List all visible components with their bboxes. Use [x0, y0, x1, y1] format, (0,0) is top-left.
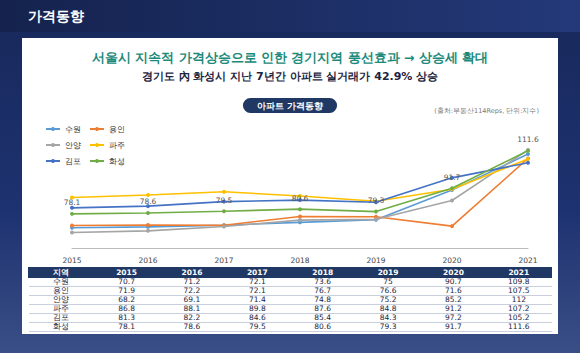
svg-text:(출처:부동산114Reps, 단위:지수): (출처:부동산114Reps, 단위:지수) [434, 107, 539, 115]
svg-text:김포: 김포 [65, 157, 81, 166]
html-text:84.6: 84.6 [249, 313, 266, 322]
svg-text:2016: 2016 [138, 256, 157, 265]
html-text:74.8: 74.8 [314, 295, 331, 304]
html-text:71.2: 71.2 [183, 277, 201, 286]
html-text:80.6: 80.6 [314, 322, 331, 331]
html-text:71.4: 71.4 [249, 295, 266, 304]
html-text:85.2: 85.2 [445, 295, 462, 304]
html-text:86.8: 86.8 [118, 304, 135, 313]
html-text:지역: 지역 [53, 267, 70, 277]
html-text:79.5: 79.5 [249, 322, 266, 331]
html-text:수원: 수원 [53, 277, 70, 286]
html-text:2017: 2017 [246, 267, 268, 277]
html-text:71.6: 71.6 [445, 286, 462, 295]
html-text:2019: 2019 [377, 267, 399, 277]
html-text:97.2: 97.2 [445, 313, 462, 322]
html-text:84.3: 84.3 [379, 313, 397, 322]
html-text:87.6: 87.6 [314, 304, 331, 313]
svg-text:91.7: 91.7 [444, 173, 461, 182]
html-text:85.4: 85.4 [314, 313, 331, 322]
html-text:75.2: 75.2 [379, 295, 397, 304]
html-text:안양: 안양 [53, 295, 70, 304]
svg-text:아파트 가격동향: 아파트 가격동향 [257, 101, 323, 111]
html-text:서울시 지속적 가격상승으로 인한 경기지역 풍선효과 →: 서울시 지속적 가격상승으로 인한 경기지역 풍선효과 → 상승세 확대 [91, 50, 489, 65]
html-text:76.6: 76.6 [379, 286, 397, 295]
svg-text:78.1: 78.1 [64, 198, 81, 207]
svg-text:2021: 2021 [518, 256, 537, 265]
html-text:107.5: 107.5 [508, 286, 530, 295]
svg-text:2018: 2018 [290, 256, 309, 265]
html-text:71.9: 71.9 [118, 286, 135, 295]
svg-text:2017: 2017 [214, 256, 233, 265]
html-text:경기도 內 화성시 지난 7년간 아파트 실거래가 42.9: 경기도 內 화성시 지난 7년간 아파트 실거래가 42.9% 상승 [141, 70, 439, 83]
svg-text:수원: 수원 [65, 125, 81, 134]
html-text:84.8: 84.8 [379, 304, 397, 313]
html-text:70.7: 70.7 [118, 277, 135, 286]
svg-text:파주: 파주 [109, 141, 125, 150]
html-text:용인: 용인 [53, 286, 70, 295]
html-text:김포: 김포 [53, 313, 70, 322]
html-text:76.7: 76.7 [314, 286, 331, 295]
svg-text:2020: 2020 [442, 256, 461, 265]
html-text:81.3: 81.3 [118, 313, 135, 322]
svg-text:용인: 용인 [109, 125, 125, 134]
html-text:78.6: 78.6 [183, 322, 201, 331]
html-text:2021: 2021 [508, 267, 530, 277]
html-text:화성: 화성 [53, 322, 70, 331]
html-text:72.1: 72.1 [249, 277, 266, 286]
html-text:가격동향: 가격동향 [28, 8, 84, 24]
html-text:68.2: 68.2 [118, 295, 135, 304]
svg-text:79.5: 79.5 [216, 196, 233, 205]
html-text:75: 75 [383, 277, 393, 286]
html-text:72.1: 72.1 [249, 286, 266, 295]
html-text:2020: 2020 [443, 267, 464, 277]
html-text:112: 112 [511, 295, 526, 304]
html-text:파주: 파주 [53, 304, 70, 313]
svg-text:안양: 안양 [65, 141, 81, 150]
html-text:91.7: 91.7 [445, 322, 462, 331]
html-text:109.8: 109.8 [508, 277, 530, 286]
svg-text:111.6: 111.6 [517, 135, 539, 144]
html-text:72.2: 72.2 [183, 286, 201, 295]
html-text:111.6: 111.6 [508, 322, 530, 331]
html-text:89.8: 89.8 [249, 304, 266, 313]
html-text:69.1: 69.1 [183, 295, 201, 304]
html-text:88.1: 88.1 [183, 304, 201, 313]
svg-text:79.3: 79.3 [368, 196, 385, 205]
html-text:2016: 2016 [181, 267, 203, 277]
svg-text:78.6: 78.6 [140, 197, 157, 206]
html-text:2015: 2015 [116, 267, 137, 277]
svg-text:80.6: 80.6 [292, 194, 309, 203]
html-text:78.1: 78.1 [118, 322, 135, 331]
svg-text:화성: 화성 [109, 157, 125, 166]
svg-text:2019: 2019 [366, 256, 385, 265]
html-text:105.2: 105.2 [508, 313, 530, 322]
html-text:73.6: 73.6 [314, 277, 331, 286]
html-text:79.3: 79.3 [379, 322, 397, 331]
html-text:107.2: 107.2 [508, 304, 530, 313]
svg-text:2015: 2015 [62, 256, 81, 265]
html-text:91.2: 91.2 [445, 304, 462, 313]
html-text:82.2: 82.2 [183, 313, 201, 322]
html-text:90.7: 90.7 [445, 277, 462, 286]
html-text:2018: 2018 [312, 267, 334, 277]
